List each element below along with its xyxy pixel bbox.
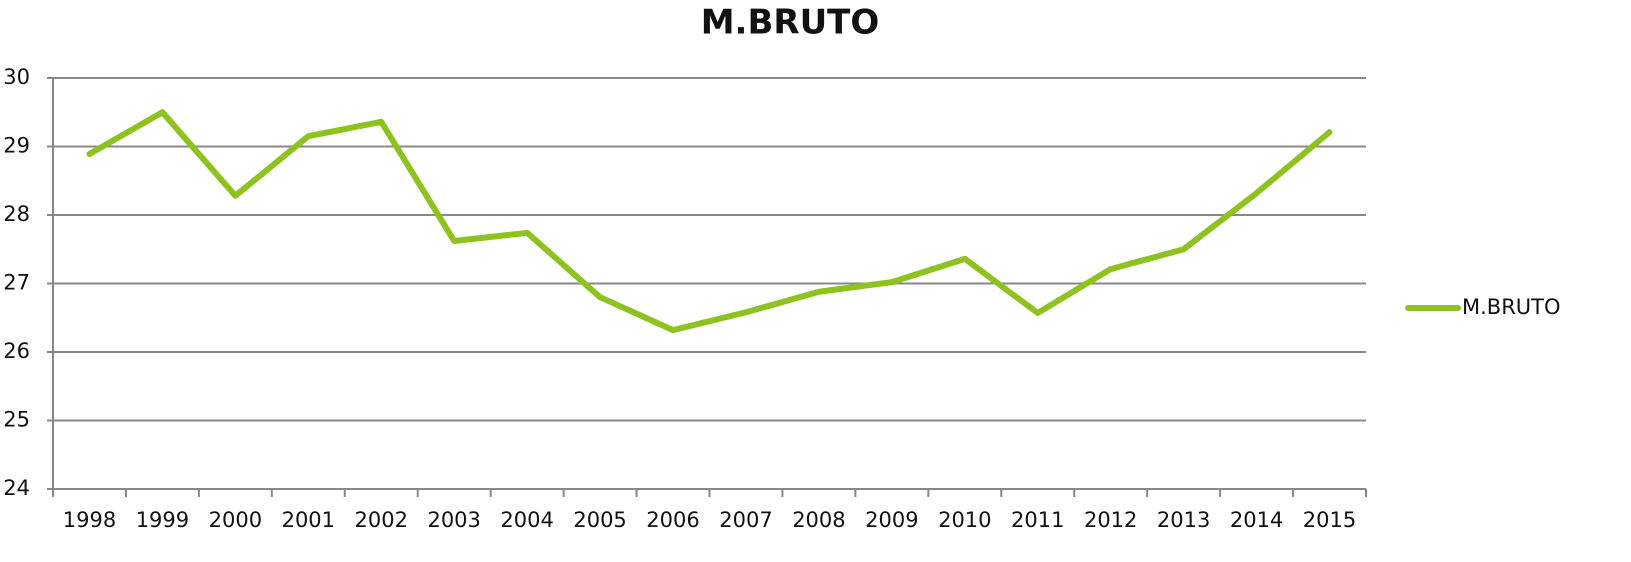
x-tick-label: 2015 [1303, 508, 1356, 532]
y-tick-label: 26 [3, 339, 30, 363]
x-tick-label: 2009 [865, 508, 918, 532]
x-tick-label: 2010 [938, 508, 991, 532]
y-tick-label: 27 [3, 271, 30, 295]
x-tick-label: 2003 [427, 508, 480, 532]
legend-label: M.BRUTO [1462, 295, 1561, 319]
x-tick-label: 2014 [1230, 508, 1283, 532]
line-series [86, 109, 1333, 334]
x-tick-label: 2012 [1084, 508, 1137, 532]
x-tick-label: 1998 [63, 508, 116, 532]
y-tick-label: 28 [3, 202, 30, 226]
chart-title: M.BRUTO [701, 3, 880, 43]
y-tick-label: 30 [3, 65, 30, 89]
x-tick-label: 2005 [573, 508, 626, 532]
y-tick-label: 25 [3, 408, 30, 432]
x-tick-label: 2007 [719, 508, 772, 532]
x-tick-label: 2001 [282, 508, 335, 532]
x-tick-label: 1999 [136, 508, 189, 532]
y-tick-label: 24 [3, 476, 30, 500]
x-tick-label: 2004 [500, 508, 553, 532]
x-tick-label: 2011 [1011, 508, 1064, 532]
x-tick-label: 2000 [209, 508, 262, 532]
x-tick-label: 2006 [646, 508, 699, 532]
y-tick-label: 29 [3, 134, 30, 158]
x-tick-label: 2008 [792, 508, 845, 532]
x-tick-label: 2002 [355, 508, 408, 532]
x-tick-label: 2013 [1157, 508, 1210, 532]
